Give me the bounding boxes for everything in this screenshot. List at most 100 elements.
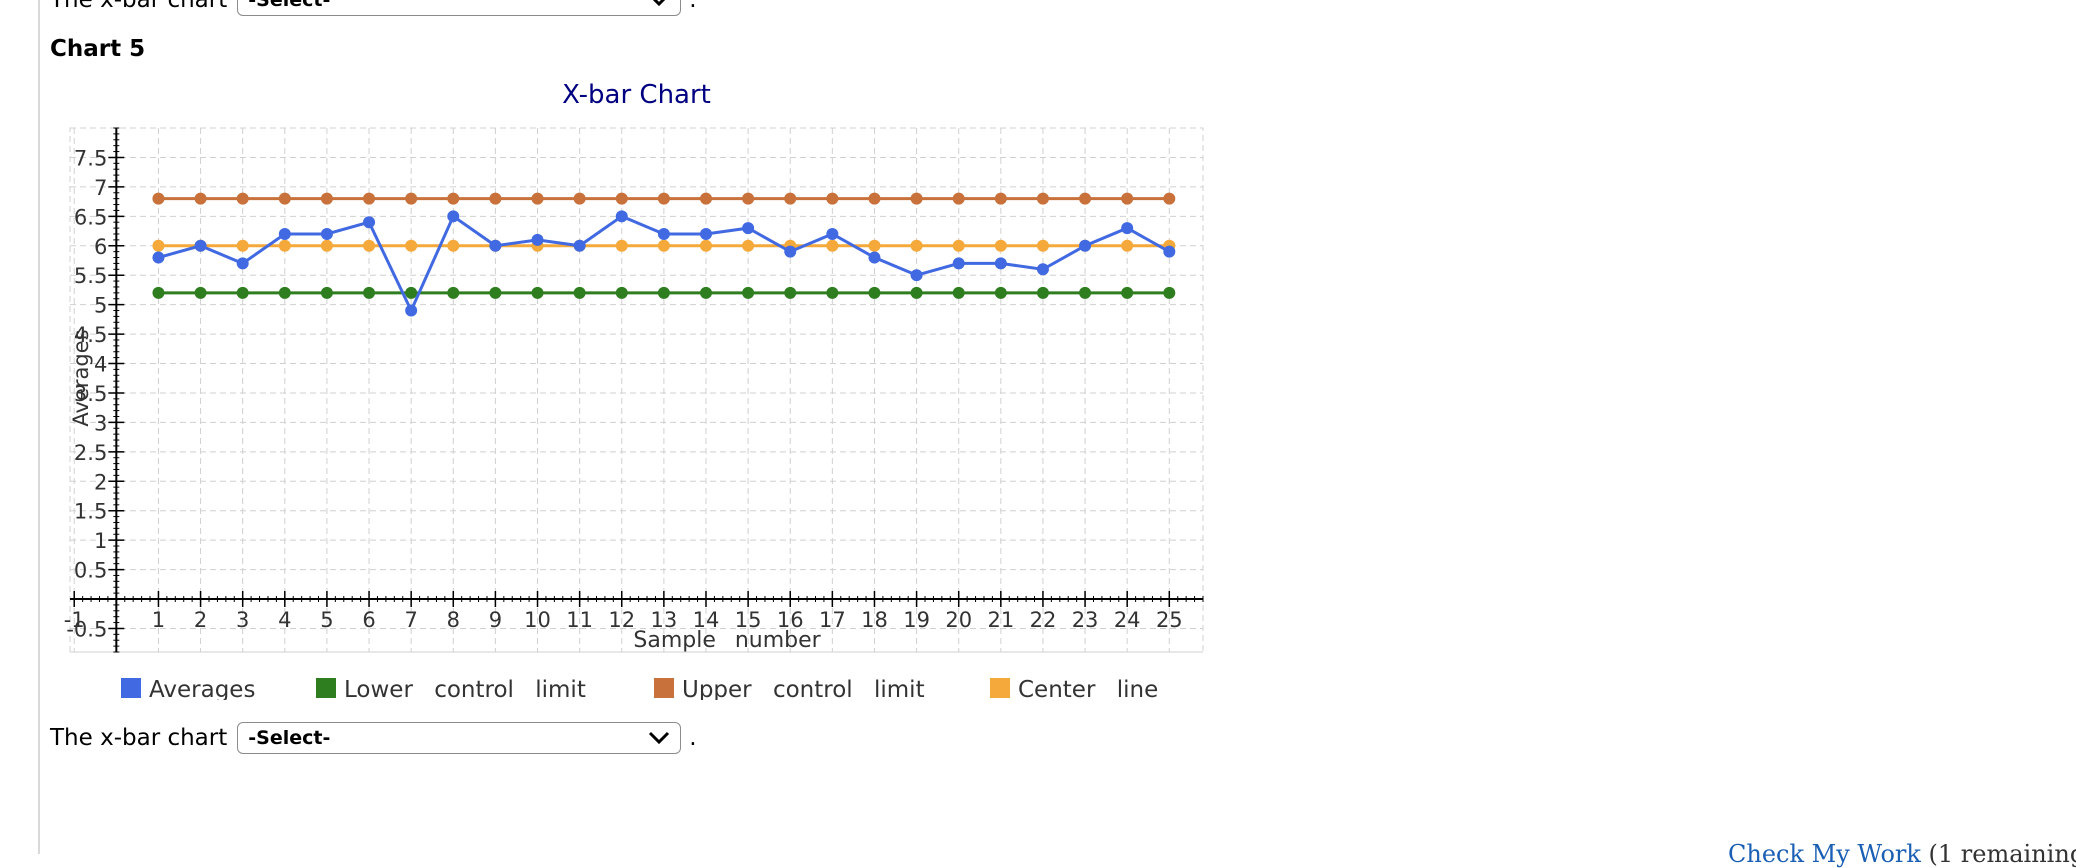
series-3-point (994, 192, 1007, 205)
series-1-point (742, 222, 755, 235)
series-4-point (826, 239, 839, 252)
series-2-point (742, 286, 755, 299)
series-1-point (910, 269, 923, 282)
series-3-point (278, 192, 291, 205)
series-1-point (320, 227, 333, 240)
y-tick-label: -0.5 (66, 617, 107, 641)
x-tick-label: 10 (524, 608, 551, 632)
series-4-point (320, 239, 333, 252)
legend-label-1: Averages (149, 677, 255, 700)
content-left-border (38, 0, 40, 854)
series-1-point (1036, 263, 1049, 276)
series-3-point (363, 192, 376, 205)
bottom-question-text: The x-bar chart (50, 725, 228, 751)
y-tick-label: 5.5 (74, 264, 107, 288)
series-3-point (657, 192, 670, 205)
series-3-point (152, 192, 165, 205)
top-question-row: The x-bar chart -Select- . (50, 0, 697, 16)
y-tick-label: 2.5 (74, 441, 107, 465)
y-tick-label: 0.5 (74, 559, 107, 583)
series-2-point (236, 286, 249, 299)
y-tick-label: 6.5 (74, 205, 107, 229)
series-4-point (405, 239, 418, 252)
series-2-point (320, 286, 333, 299)
bottom-question-period: . (689, 725, 697, 751)
series-4-point (1036, 239, 1049, 252)
series-3-point (573, 192, 586, 205)
series-1-point (405, 304, 418, 317)
series-4-point (615, 239, 628, 252)
series-2-point (868, 286, 881, 299)
series-1-point (278, 227, 291, 240)
series-3-point (489, 192, 502, 205)
series-1-point (952, 257, 965, 270)
series-2-point (278, 286, 291, 299)
x-tick-label: 17 (819, 608, 846, 632)
check-my-work-row: Check My Work (1 remaining) (1728, 840, 2076, 868)
series-4-point (236, 239, 249, 252)
y-tick-label: 2 (94, 470, 107, 494)
series-3-point (236, 192, 249, 205)
series-1-point (489, 239, 502, 252)
x-tick-label: 3 (236, 608, 249, 632)
series-1-point (194, 239, 207, 252)
x-axis-title: Sample number (633, 628, 821, 653)
x-tick-label: 6 (362, 608, 375, 632)
remaining-note: (1 remaining) (1928, 840, 2076, 868)
x-tick-label: 4 (278, 608, 291, 632)
y-tick-label: 1.5 (74, 500, 107, 524)
y-tick-label: 6 (94, 235, 107, 259)
x-tick-label: 13 (651, 608, 678, 632)
series-4-point (152, 239, 165, 252)
series-3-point (615, 192, 628, 205)
x-tick-label: 9 (489, 608, 502, 632)
x-tick-label: 25 (1156, 608, 1183, 632)
y-axis-title: Averages (69, 329, 93, 426)
series-4-point (868, 239, 881, 252)
series-4-point (699, 239, 712, 252)
series-3-point (868, 192, 881, 205)
y-tick-label: 1 (94, 529, 107, 553)
series-1-point (1121, 222, 1134, 235)
series-2-point (531, 286, 544, 299)
y-tick-label: 4 (94, 353, 107, 377)
series-1-point (784, 245, 797, 258)
y-tick-label: 3 (94, 411, 107, 435)
legend-swatch-2 (316, 678, 336, 698)
series-3-point (405, 192, 418, 205)
y-tick-label: 7.5 (74, 146, 107, 170)
series-2-point (489, 286, 502, 299)
series-1-point (363, 216, 376, 229)
series-2-point (826, 286, 839, 299)
series-2-point (615, 286, 628, 299)
series-1-point (1079, 239, 1092, 252)
series-3-point (784, 192, 797, 205)
x-tick-label: 19 (903, 608, 930, 632)
series-1-point (868, 251, 881, 264)
x-tick-label: 5 (320, 608, 333, 632)
x-tick-label: 11 (566, 608, 593, 632)
series-2-point (784, 286, 797, 299)
series-3-point (320, 192, 333, 205)
x-tick-label: 12 (608, 608, 635, 632)
legend-label-2: Lower control limit (344, 677, 586, 700)
series-2-point (447, 286, 460, 299)
series-3-point (447, 192, 460, 205)
series-2-point (657, 286, 670, 299)
x-tick-label: 23 (1072, 608, 1099, 632)
series-1-point (657, 227, 670, 240)
plot-frame (69, 127, 1204, 653)
series-3-point (1121, 192, 1134, 205)
top-answer-select[interactable]: -Select- (237, 0, 682, 16)
series-4-point (657, 239, 670, 252)
series-2-point (910, 286, 923, 299)
bottom-answer-select[interactable]: -Select- (237, 722, 682, 754)
check-my-work-link[interactable]: Check My Work (1728, 840, 1921, 868)
series-1-point (826, 227, 839, 240)
series-4-point (994, 239, 1007, 252)
series-4-point (447, 239, 460, 252)
series-1-point (994, 257, 1007, 270)
legend-label-3: Upper control limit (682, 677, 925, 700)
y-tick-label: 3.5 (74, 382, 107, 406)
x-tick-label: 20 (945, 608, 972, 632)
